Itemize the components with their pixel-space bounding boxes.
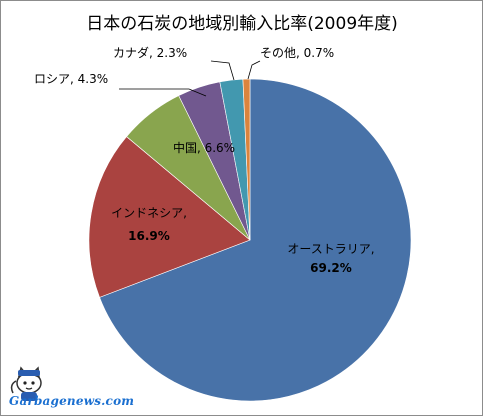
watermark-text: Garbagenews.com bbox=[9, 394, 135, 408]
data-label-2: 中国, 6.6% bbox=[173, 140, 235, 155]
data-label-name-0: オーストラリア, bbox=[287, 242, 374, 256]
chart-title: 日本の石炭の地域別輸入比率(2009年度) bbox=[86, 14, 398, 34]
data-label-5: その他, 0.7% bbox=[260, 46, 334, 60]
leader-line-4 bbox=[210, 60, 235, 81]
data-label-value-0: 69.2% bbox=[310, 261, 352, 275]
pie-slice-0 bbox=[99, 78, 412, 402]
leader-lines bbox=[119, 60, 261, 97]
pie-slice-1 bbox=[88, 136, 251, 298]
data-label-4: カナダ, 2.3% bbox=[113, 45, 187, 60]
data-label-name-1: インドネシア, bbox=[111, 206, 187, 220]
leader-line-5 bbox=[247, 60, 261, 80]
data-label-value-1: 16.9% bbox=[128, 229, 170, 243]
garbagenews-logo bbox=[10, 366, 42, 401]
pie-slices bbox=[88, 78, 412, 402]
leader-line-3 bbox=[119, 88, 207, 97]
pie-slice-5 bbox=[242, 78, 251, 241]
data-labels: オーストラリア, 69.2% インドネシア, 16.9% 中国, 6.6% ロシア, 4.… bbox=[34, 45, 375, 275]
data-label-3: ロシア, 4.3% bbox=[34, 72, 108, 86]
